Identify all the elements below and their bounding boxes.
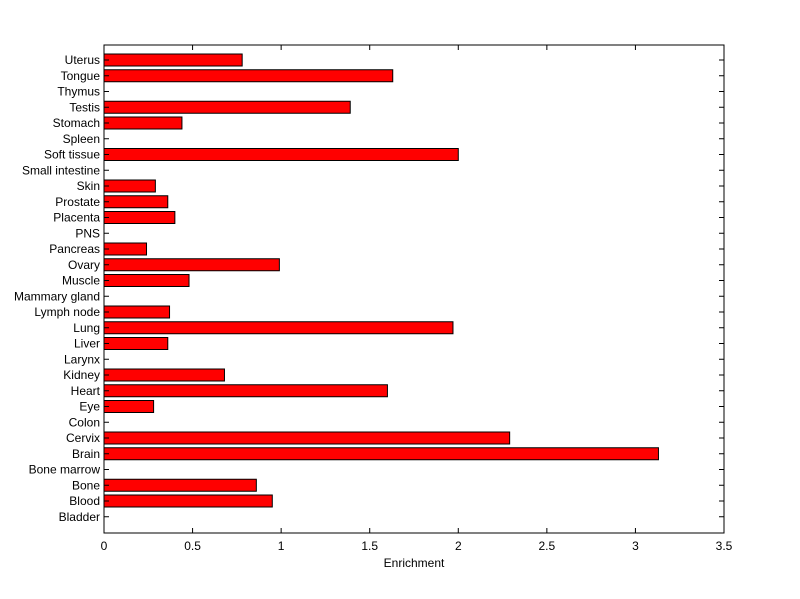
bar-skin — [103, 179, 156, 193]
x-tick-label: 0.5 — [184, 539, 201, 553]
y-tick-label: Stomach — [53, 116, 100, 130]
y-tick-label: PNS — [75, 226, 100, 240]
y-tick-label: Muscle — [62, 274, 100, 288]
bar-placenta — [103, 211, 176, 224]
bar-ovary — [103, 258, 280, 272]
x-tick-label: 2 — [455, 539, 462, 553]
bar-lymph-node — [103, 305, 171, 319]
bar-bone — [103, 478, 257, 492]
bar-lung — [103, 321, 454, 335]
x-tick-label: 3.5 — [716, 539, 733, 553]
ticks-group — [103, 45, 725, 533]
bar-kidney — [103, 368, 225, 382]
bar-brain — [103, 447, 659, 461]
bar-eye — [103, 400, 155, 413]
bar-tongue — [103, 69, 394, 83]
y-tick-label: Liver — [74, 337, 100, 351]
y-tick-label: Mammary gland — [14, 289, 100, 303]
y-tick-label: Testis — [69, 100, 100, 114]
bar-pancreas — [103, 242, 148, 256]
bar-blood — [103, 494, 273, 508]
y-tick-label: Lung — [73, 321, 100, 335]
y-tick-label: Tongue — [61, 69, 101, 83]
y-tick-label: Spleen — [63, 132, 100, 146]
bar-prostate — [103, 195, 169, 209]
x-axis-label: Enrichment — [384, 556, 445, 570]
bar-muscle — [103, 274, 190, 287]
y-tick-label: Lymph node — [34, 305, 100, 319]
y-tick-label: Ovary — [68, 258, 100, 272]
y-tick-label: Small intestine — [22, 163, 100, 177]
y-tick-label: Blood — [69, 494, 100, 508]
y-tick-label: Placenta — [53, 211, 100, 225]
bar-cervix — [103, 431, 511, 445]
y-tick-label: Heart — [71, 384, 101, 398]
y-tick-label: Brain — [72, 447, 100, 461]
y-tick-label: Pancreas — [49, 242, 100, 256]
y-tick-label: Bone marrow — [29, 463, 101, 477]
plot-frame — [103, 44, 725, 534]
x-tick-label: 2.5 — [539, 539, 556, 553]
x-tick-label: 0 — [101, 539, 108, 553]
y-tick-label: Prostate — [55, 195, 100, 209]
y-tick-label: Bone — [72, 478, 100, 492]
y-tick-label: Larynx — [64, 352, 100, 366]
y-tick-label: Skin — [77, 179, 100, 193]
bar-soft-tissue — [103, 148, 459, 161]
bar-testis — [103, 100, 351, 114]
bar-heart — [103, 384, 388, 398]
x-tick-label: 1 — [278, 539, 285, 553]
bar-stomach — [103, 116, 183, 130]
y-tick-label: Bladder — [59, 510, 100, 524]
y-tick-label: Colon — [69, 415, 100, 429]
bar-liver — [103, 337, 169, 350]
bar-uterus — [103, 53, 243, 67]
y-tick-label: Uterus — [65, 53, 100, 67]
y-tick-label: Soft tissue — [44, 148, 100, 162]
y-tick-label: Kidney — [63, 368, 100, 382]
y-tick-label: Cervix — [66, 431, 100, 445]
y-tick-label: Thymus — [57, 85, 100, 99]
y-tick-label: Eye — [79, 400, 100, 414]
x-tick-label: 1.5 — [361, 539, 378, 553]
x-tick-label: 3 — [632, 539, 639, 553]
